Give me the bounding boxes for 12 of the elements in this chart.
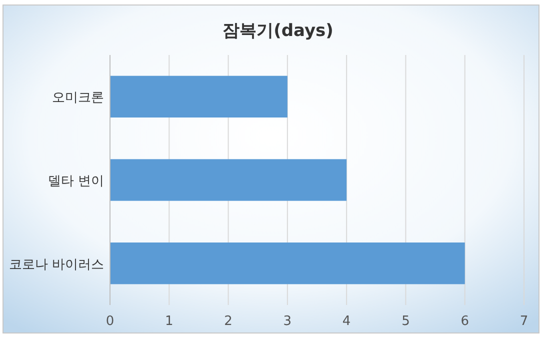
x-tick-label: 6 [460, 314, 469, 329]
x-tick-label: 5 [402, 314, 410, 329]
x-tick-label: 1 [165, 314, 174, 329]
x-tick-label: 3 [283, 314, 292, 329]
y-tick-label: 델타 변이 [48, 174, 104, 189]
x-tick-label: 4 [342, 314, 351, 329]
x-tick-label: 7 [520, 314, 528, 329]
y-tick-label: 오미크론 [52, 90, 104, 106]
y-tick-label: 코로나 바이러스 [8, 257, 104, 272]
x-tick-label: 2 [224, 314, 232, 329]
x-tick-label: 0 [106, 314, 114, 329]
chart-title: 잠복기(days) [222, 21, 334, 41]
